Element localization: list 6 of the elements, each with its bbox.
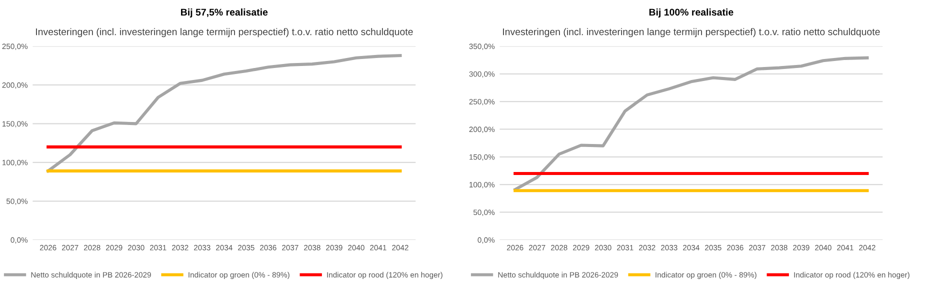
line-series: [514, 56, 869, 192]
chart-subtitle: Investeringen (incl. investeringen lange termijn perspectief) t.o.v. ratio netto schuldquote: [503, 28, 880, 38]
chart-title: Bij 57,5% realisatie: [181, 8, 268, 18]
chart-subtitle: Investeringen (incl. investeringen lange termijn perspectief) t.o.v. ratio netto schuldquote: [36, 28, 413, 38]
line-series: [46, 54, 402, 172]
chart-title: Bij 100% realisatie: [649, 8, 734, 18]
